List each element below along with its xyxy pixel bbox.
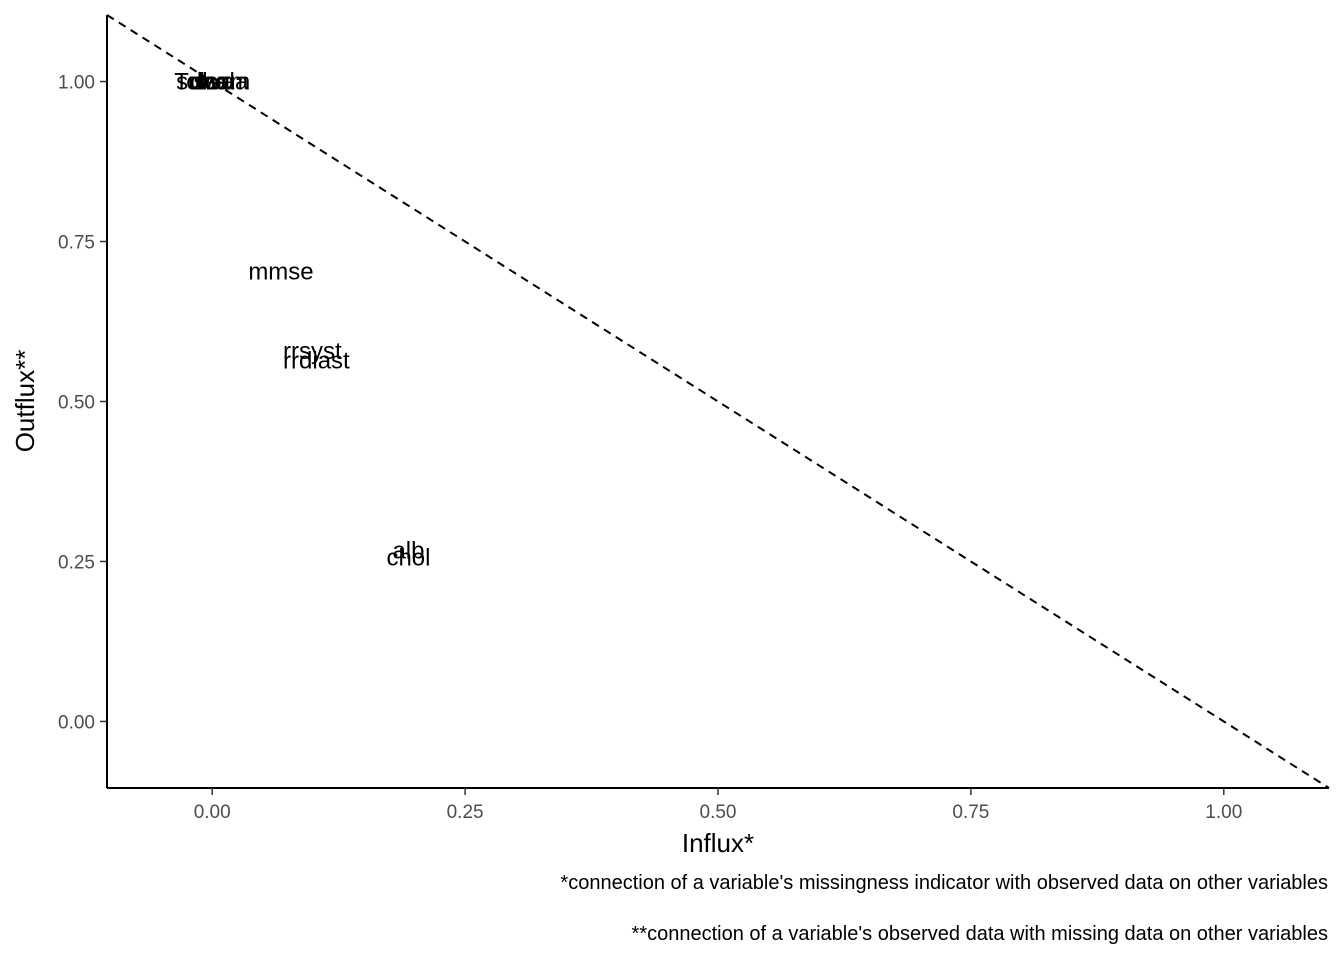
y-tick-label: 0.00 [58,712,95,733]
point-label-alb: alb [392,538,424,565]
influx-caption: *connection of a variable's missingness … [560,872,1328,894]
y-tick-label: 0.25 [58,552,95,573]
y-tick-label: 0.50 [58,393,95,414]
x-tick-label: 0.00 [194,802,231,823]
x-tick-label: 0.25 [447,802,484,823]
x-tick-label: 0.50 [700,802,737,823]
outflux-caption: **connection of a variable's observed da… [632,923,1328,945]
x-tick-label: 0.75 [952,802,989,823]
x-tick-label: 1.00 [1205,802,1242,823]
point-label-sex: sex [194,69,231,96]
point-label-survda: survda [176,69,249,96]
reference-line [106,14,1330,789]
point-label-dwa: dwa [190,69,235,96]
x-ticks: 0.00 0.25 0.50 0.75 1.00 [194,788,1242,823]
point-label-mmse: mmse [248,259,313,286]
point-label-rrdiast: rrdiast [283,348,350,375]
y-axis-title: Outflux** [10,350,40,453]
x-axis-title: Influx* [682,828,754,858]
y-ticks: 0.00 0.25 0.50 0.75 1.00 [58,73,107,733]
point-label-chol: chol [386,545,430,572]
y-tick-label: 1.00 [58,73,95,94]
point-label-rrsyst: rrsyst [283,338,342,365]
y-tick-label: 0.75 [58,233,95,254]
point-label-lbs: lbs [197,69,228,96]
point-label-Tolcam: Tolcam [174,69,250,96]
